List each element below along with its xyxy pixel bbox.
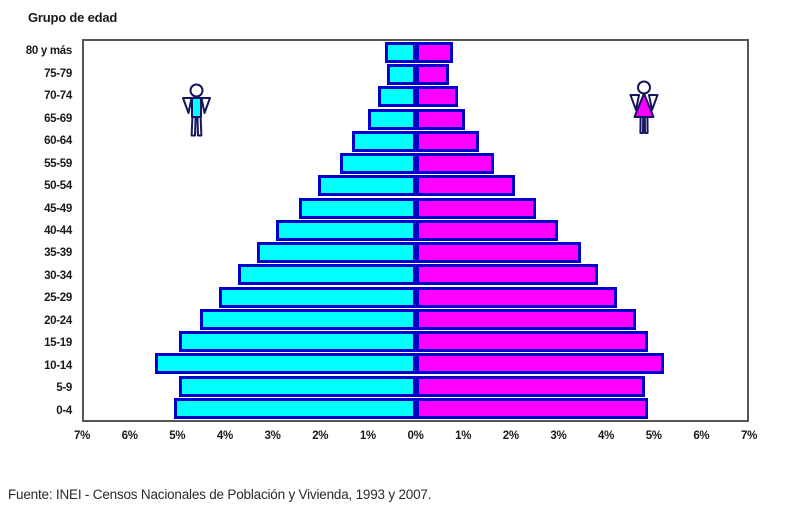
female-bar — [415, 153, 494, 175]
age-group-label: 25-29 — [44, 292, 72, 305]
age-group-label: 20-24 — [44, 314, 72, 327]
pyramid-row — [84, 153, 747, 175]
chart-title: Grupo de edad — [28, 10, 118, 25]
pyramid-row — [84, 197, 747, 220]
age-group-label: 40-44 — [44, 224, 72, 237]
pyramid-row — [84, 108, 747, 131]
female-bar — [415, 397, 648, 419]
age-group-label: 75-79 — [44, 67, 72, 80]
female-bar — [415, 64, 449, 86]
age-group-label: 10-14 — [44, 359, 72, 372]
female-bar — [415, 42, 454, 63]
male-bar — [377, 86, 416, 108]
x-tick-label: 6% — [693, 430, 710, 442]
female-bar — [415, 197, 537, 219]
x-tick-label: 1% — [359, 430, 376, 442]
female-bar — [415, 264, 598, 286]
pyramid-row — [84, 375, 747, 398]
pyramid-row — [84, 397, 747, 420]
female-bar — [415, 308, 636, 330]
pyramid-row — [84, 264, 747, 286]
pyramid-row — [84, 353, 747, 375]
pyramid-rows — [84, 41, 747, 420]
female-bar — [415, 375, 646, 397]
male-bar — [218, 286, 416, 308]
age-group-label: 30-34 — [44, 269, 72, 282]
male-bar — [256, 242, 416, 264]
age-group-label: 70-74 — [44, 90, 72, 103]
pyramid-row — [84, 219, 747, 242]
male-bar — [351, 130, 416, 152]
male-bar — [200, 308, 416, 330]
age-group-label: 55-59 — [44, 157, 72, 170]
female-bar — [415, 353, 665, 375]
x-tick-label: 5% — [169, 430, 186, 442]
x-tick-label: 4% — [216, 430, 233, 442]
male-bar — [275, 219, 416, 241]
age-group-label: 15-19 — [44, 337, 72, 350]
age-group-label: 50-54 — [44, 180, 72, 193]
male-icon — [180, 83, 213, 140]
pyramid-row — [84, 42, 747, 64]
pyramid-row — [84, 331, 747, 353]
age-group-label: 0-4 — [56, 404, 72, 417]
pyramid-row — [84, 64, 747, 86]
male-bar — [178, 331, 416, 353]
male-bar — [299, 197, 416, 219]
x-tick-label: 2% — [312, 430, 329, 442]
pyramid-row — [84, 308, 747, 331]
female-bar — [415, 86, 459, 108]
female-bar — [415, 242, 582, 264]
female-bar — [415, 331, 648, 353]
male-bar — [318, 175, 416, 197]
pyramid-row — [84, 175, 747, 197]
male-bar — [155, 353, 416, 375]
male-bar — [173, 397, 416, 419]
female-bar — [415, 130, 480, 152]
female-icon — [627, 80, 661, 138]
male-bar — [387, 64, 416, 86]
x-tick-label: 6% — [121, 430, 138, 442]
pyramid-row — [84, 86, 747, 108]
x-tick-label: 3% — [264, 430, 281, 442]
age-group-label: 5-9 — [56, 382, 72, 395]
x-tick-label: 2% — [502, 430, 519, 442]
pyramid-row — [84, 130, 747, 153]
female-bar — [415, 286, 617, 308]
male-bar — [178, 375, 416, 397]
source-note: Fuente: INEI - Censos Nacionales de Pobl… — [8, 487, 432, 502]
male-bar — [384, 42, 416, 63]
age-group-label: 45-49 — [44, 202, 72, 215]
x-tick-label: 5% — [645, 430, 662, 442]
female-bar — [415, 175, 515, 197]
female-bar — [415, 108, 466, 130]
male-bar — [339, 153, 416, 175]
x-tick-label: 1% — [455, 430, 472, 442]
x-tick-label: 0% — [407, 430, 424, 442]
age-group-label: 60-64 — [44, 135, 72, 148]
y-axis-labels: 80 y más 75-79 70-74 65-69 60-64 55-59 50-54 45… — [0, 39, 73, 422]
male-bar — [237, 264, 416, 286]
age-group-label: 80 y más — [25, 45, 73, 58]
x-tick-label: 3% — [550, 430, 567, 442]
male-bar — [368, 108, 416, 130]
pyramid-row — [84, 286, 747, 309]
female-bar — [415, 219, 558, 241]
x-tick-label: 7% — [73, 430, 91, 442]
pyramid-row — [84, 242, 747, 264]
age-group-label: 35-39 — [44, 247, 72, 260]
x-tick-label: 4% — [598, 430, 615, 442]
age-group-label: 65-69 — [44, 112, 72, 125]
x-axis-labels: 7% 6% 5% 4% 3% 2% 1% 0% 1% 2% 3% 4% 5% 6% 7% — [74, 430, 757, 448]
x-tick-label: 7% — [740, 430, 758, 442]
